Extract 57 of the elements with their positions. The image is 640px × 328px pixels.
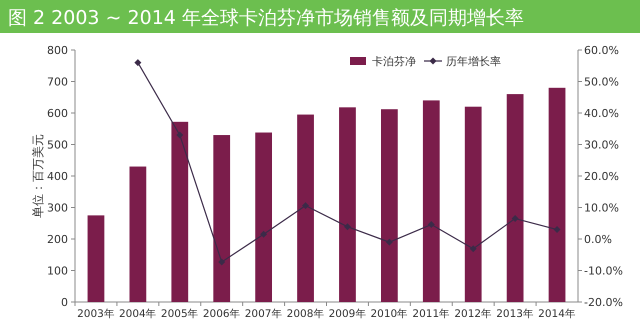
x-tick-label: 2014年: [538, 308, 576, 320]
x-tick-label: 2006年: [202, 308, 241, 320]
point: [176, 132, 184, 139]
y2-tick-label: 30.0%: [584, 138, 619, 152]
bar: [506, 94, 524, 302]
bar: [129, 166, 146, 302]
y-tick-label: 600: [47, 107, 68, 120]
bar: [339, 107, 356, 302]
x-tick-label: 2008年: [286, 308, 324, 320]
y2-tick-label: 10.0%: [584, 202, 619, 214]
point: [512, 215, 519, 222]
x-tick-label: 2011年: [412, 308, 450, 320]
y2-tick-label: 60.0%: [584, 44, 619, 57]
x-tick-label: 2007年: [244, 308, 282, 320]
legend-label: 卡泊芬净: [372, 55, 416, 68]
bar: [380, 109, 398, 302]
x-tick-label: 2005年: [160, 308, 199, 320]
x-tick-label: 2013年: [496, 308, 534, 320]
y-tick-label: 400: [47, 170, 68, 183]
bar: [213, 135, 230, 302]
legend-label: 历年增长率: [446, 55, 501, 68]
bar: [548, 88, 566, 302]
y2-tick-label: 20.0%: [584, 170, 619, 183]
y2-tick-label: -10.0%: [584, 264, 623, 278]
point: [554, 226, 561, 234]
bar: [171, 122, 188, 302]
chart-title: 图 2 2003 ~ 2014 年全球卡泊芬净市场销售额及同期增长率: [8, 7, 524, 29]
bar: [464, 106, 482, 302]
y-tick-label: 700: [47, 76, 68, 88]
x-tick-label: 2009年: [328, 308, 366, 320]
y-tick-label: 300: [47, 202, 68, 214]
x-tick-label: 2012年: [454, 308, 492, 320]
y2-tick-label: -20.0%: [584, 296, 623, 309]
y-tick-label: 200: [47, 233, 68, 246]
bar: [255, 132, 272, 302]
point: [428, 221, 435, 228]
y2-tick-label: 40.0%: [584, 107, 619, 120]
point: [134, 59, 142, 66]
y-axis-title: 单位：百万美元: [31, 134, 45, 218]
x-tick-label: 2004年: [119, 308, 157, 320]
point: [386, 238, 393, 246]
point: [218, 258, 226, 266]
y2-tick-label: 50.0%: [584, 76, 619, 88]
y2-tick-label: 0.0%: [584, 233, 612, 246]
x-tick-label: 2010年: [370, 308, 408, 320]
y-tick-label: 0: [61, 296, 68, 309]
x-tick-label: 2003年: [77, 308, 115, 320]
y-tick-label: 800: [47, 44, 68, 57]
y-tick-label: 100: [47, 264, 68, 278]
point: [470, 245, 477, 252]
bar: [88, 215, 104, 302]
point: [260, 230, 268, 238]
point: [302, 202, 310, 210]
point: [344, 223, 351, 230]
bar: [297, 114, 314, 302]
y-tick-label: 500: [47, 138, 68, 152]
bar: [422, 100, 440, 302]
